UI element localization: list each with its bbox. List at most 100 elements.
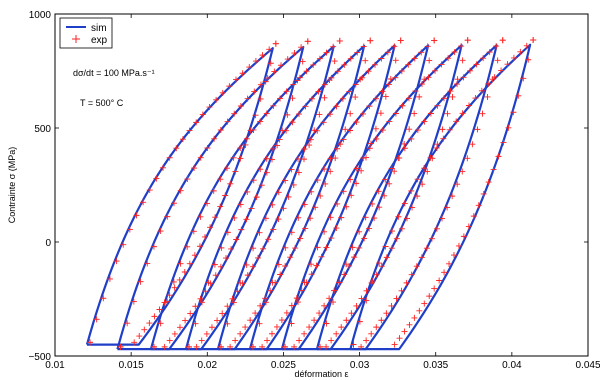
exp-loop-5 (217, 37, 404, 350)
exp-point (523, 42, 530, 49)
exp-point (321, 228, 328, 235)
exp-point (282, 177, 289, 184)
exp-point (367, 140, 374, 147)
exp-point (505, 124, 512, 131)
exp-point (273, 323, 280, 330)
exp-point (298, 287, 305, 294)
x-tick-label: 0.01 (45, 360, 65, 371)
exp-point (191, 165, 198, 172)
exp-point (395, 155, 402, 162)
legend-label-exp: exp (91, 35, 108, 46)
exp-point (263, 110, 270, 117)
y-axis-label: Contrainte σ (MPa) (7, 147, 17, 224)
x-tick-label: 0.015 (119, 360, 144, 371)
exp-point (330, 43, 337, 50)
exp-point (391, 43, 398, 50)
exp-point (170, 278, 177, 285)
exp-point (288, 229, 295, 236)
exp-point (453, 118, 460, 125)
exp-point (224, 118, 231, 125)
exp-point (372, 61, 379, 68)
exp-point (233, 76, 240, 83)
exp-point (484, 93, 491, 100)
exp-point (254, 254, 261, 261)
exp-point (164, 298, 171, 305)
exp-point (396, 335, 403, 342)
exp-point (314, 244, 321, 251)
exp-point (316, 343, 323, 350)
exp-point (275, 261, 282, 268)
exp-point (375, 188, 382, 195)
y-tick-label: 0 (45, 238, 51, 249)
exp-point (278, 317, 285, 324)
exp-point (290, 181, 297, 188)
exp-point (290, 81, 297, 88)
exp-point (342, 126, 349, 133)
exp-point (237, 145, 244, 152)
exp-point (224, 229, 231, 236)
exp-point (449, 193, 456, 200)
exp-point (388, 165, 395, 172)
exp-point (338, 324, 345, 331)
exp-point (314, 127, 321, 134)
exp-point (233, 236, 240, 243)
exp-point (347, 127, 354, 134)
exp-point (321, 94, 328, 101)
exp-point (339, 95, 346, 102)
exp-point (384, 49, 391, 56)
exp-point (450, 252, 457, 259)
exp-point (198, 299, 205, 306)
exp-point (211, 261, 218, 268)
exp-point (365, 68, 372, 75)
exp-point (237, 279, 244, 286)
exp-point (352, 94, 359, 101)
exp-point (434, 102, 441, 109)
exp-point (207, 224, 214, 231)
exp-point (433, 144, 440, 151)
exp-point (307, 136, 314, 143)
exp-point (301, 279, 308, 286)
exp-point (186, 127, 193, 134)
exp-loop-8 (316, 37, 506, 350)
series-layer (85, 36, 537, 351)
exp-point (392, 74, 399, 81)
exp-point (232, 337, 239, 344)
exp-point (289, 95, 296, 102)
exp-point (187, 310, 194, 317)
exp-point (249, 263, 256, 270)
exp-point (205, 279, 212, 286)
exp-point (333, 225, 340, 232)
exp-point (378, 317, 385, 324)
exp-point (306, 324, 313, 331)
exp-point (347, 176, 354, 183)
exp-point (157, 228, 164, 235)
x-tick-label: 0.03 (350, 360, 370, 371)
exp-point (491, 74, 498, 81)
exp-point (466, 102, 472, 109)
exp-point (425, 74, 432, 81)
exp-point (222, 255, 229, 262)
exp-point (196, 243, 203, 250)
exp-point (202, 233, 209, 240)
exp-point (411, 110, 418, 117)
exp-point (341, 61, 348, 68)
exp-point (197, 295, 204, 302)
exp-point (341, 271, 348, 278)
exp-point (520, 75, 527, 82)
exp-point (306, 142, 313, 149)
exp-point (288, 320, 295, 327)
exp-point (206, 104, 213, 111)
exp-point (244, 95, 251, 102)
exp-point (454, 181, 461, 188)
exp-point (426, 293, 433, 300)
exp-point (470, 213, 477, 220)
exp-point (257, 166, 264, 173)
exp-point (308, 188, 315, 195)
exp-point (427, 110, 434, 117)
exp-point (436, 277, 443, 284)
exp-point (136, 333, 143, 340)
exp-point (458, 43, 465, 50)
exp-point (270, 226, 277, 233)
exp-point (347, 55, 354, 62)
exp-point (333, 103, 340, 110)
